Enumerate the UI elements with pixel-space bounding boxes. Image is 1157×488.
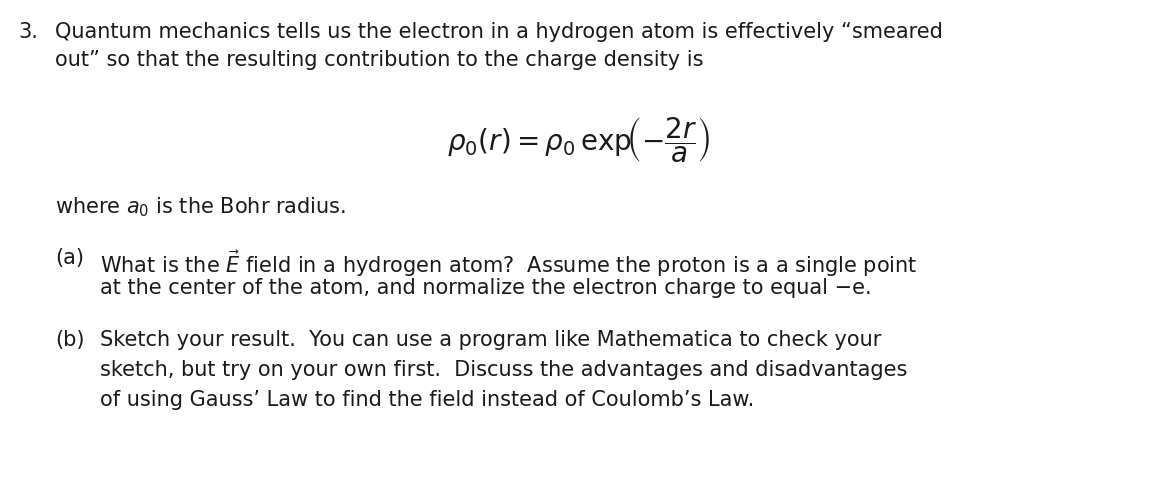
Text: Sketch your result.  You can use a program like Mathematica to check your: Sketch your result. You can use a progra… bbox=[100, 330, 882, 350]
Text: Quantum mechanics tells us the electron in a hydrogen atom is effectively “smear: Quantum mechanics tells us the electron … bbox=[56, 22, 943, 42]
Text: 3.: 3. bbox=[19, 22, 38, 42]
Text: sketch, but try on your own first.  Discuss the advantages and disadvantages: sketch, but try on your own first. Discu… bbox=[100, 360, 907, 380]
Text: at the center of the atom, and normalize the electron charge to equal −e.: at the center of the atom, and normalize… bbox=[100, 278, 871, 298]
Text: (a): (a) bbox=[56, 248, 84, 268]
Text: (b): (b) bbox=[56, 330, 84, 350]
Text: out” so that the resulting contribution to the charge density is: out” so that the resulting contribution … bbox=[56, 50, 703, 70]
Text: What is the $\vec{E}$ field in a hydrogen atom?  Assume the proton is a a single: What is the $\vec{E}$ field in a hydroge… bbox=[100, 248, 918, 279]
Text: of using Gauss’ Law to find the field instead of Coulomb’s Law.: of using Gauss’ Law to find the field in… bbox=[100, 390, 754, 410]
Text: $\rho_0(r) = \rho_0 \, \mathrm{exp}\!\left(-\dfrac{2r}{a}\right)$: $\rho_0(r) = \rho_0 \, \mathrm{exp}\!\le… bbox=[447, 115, 710, 164]
Text: where $a_0$ is the Bohr radius.: where $a_0$ is the Bohr radius. bbox=[56, 195, 346, 219]
